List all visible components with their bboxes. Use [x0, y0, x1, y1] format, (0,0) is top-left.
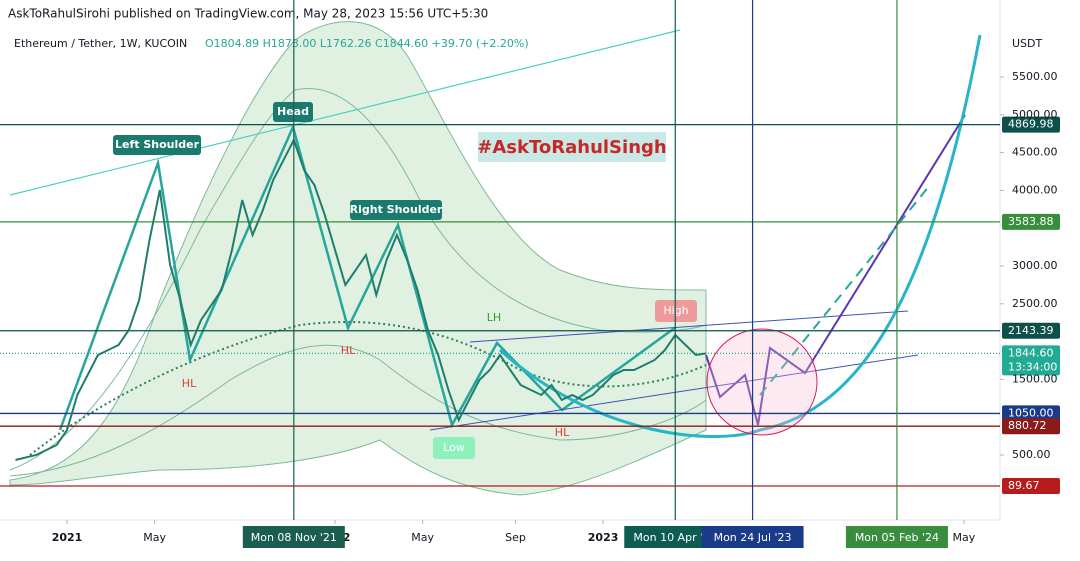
publisher: AskToRahulSirohi published on TradingVie…: [8, 7, 488, 21]
x-tick-label: 2021: [52, 531, 83, 544]
time-tag: [845, 526, 948, 548]
y-tick-label: 5000.00: [1012, 108, 1058, 121]
label-box: [478, 132, 666, 162]
x-tick-label: May: [411, 531, 434, 544]
y-tick-label: 1500.00: [1012, 372, 1058, 385]
annotation: Right Shoulder: [350, 203, 443, 216]
y-tick-label: 5500.00: [1012, 70, 1058, 83]
symbol: Ethereum / Tether, 1W, KUCOIN: [14, 37, 187, 50]
price-tag: [1002, 345, 1060, 376]
pattern-line: [58, 123, 677, 431]
y-tick-label: 3000.00: [1012, 259, 1058, 272]
price-tag-label: 1050.00: [1008, 406, 1054, 419]
price-tag-label: 1844.60: [1008, 346, 1054, 359]
x-tick-label: May: [143, 531, 166, 544]
price-tag: [1002, 418, 1060, 435]
projection-line: [705, 114, 966, 426]
label-box: [433, 437, 475, 459]
time-tag-label: Mon 08 Nov '21: [251, 531, 337, 544]
time-tag: [624, 526, 727, 548]
target-circle: [706, 328, 818, 436]
annotation: HL: [341, 344, 356, 357]
time-tag: [242, 526, 345, 548]
annotation: #AskToRahulSingh: [477, 137, 666, 158]
y-tick-label: 4500.00: [1012, 146, 1058, 159]
time-tag-label: Mon 10 Apr '23: [633, 531, 717, 544]
x-tick-label: 2023: [588, 531, 619, 544]
time-tag-label: Mon 24 Jul '23: [714, 531, 792, 544]
price-tag-label: 89.67: [1008, 479, 1040, 492]
annotation: LH: [487, 311, 501, 324]
label-box: [113, 135, 201, 155]
x-tick-label: Sep: [505, 531, 526, 544]
moving-average: [29, 321, 707, 456]
x-tick-label: May: [953, 531, 976, 544]
y-axis-unit: USDT: [1012, 37, 1043, 50]
price-tag: [1002, 405, 1060, 422]
annotation: HL: [182, 377, 197, 390]
price-tag-label: 3583.88: [1008, 215, 1054, 228]
annotation: Left Shoulder: [115, 138, 200, 151]
label-box: [655, 300, 697, 322]
label-box: [350, 200, 442, 220]
price-tag: [1002, 322, 1060, 339]
trend-line: [9, 29, 681, 196]
channel-line: [469, 310, 909, 343]
y-tick-label: 500.00: [1012, 448, 1051, 461]
annotation: High: [663, 304, 688, 317]
time-tag: [701, 526, 804, 548]
series: [15, 137, 707, 461]
price-tag-sublabel: 13:34:00: [1008, 360, 1057, 373]
y-tick-label: 4000.00: [1012, 183, 1058, 196]
time-tag-label: Mon 05 Feb '24: [855, 531, 939, 544]
price-tag: [1002, 478, 1060, 495]
price-tag: [1002, 116, 1060, 133]
annotation: HL: [555, 426, 570, 439]
label-box: [273, 102, 313, 122]
price-tag: [1002, 213, 1060, 230]
annotation: Low: [443, 441, 465, 454]
price-line: [15, 137, 707, 461]
cup-curve: [498, 34, 982, 438]
band-line: [9, 344, 707, 477]
y-tick-label: 2500.00: [1012, 297, 1058, 310]
projection-dashed: [759, 184, 931, 396]
ohlc: O1804.89 H1873.00 L1762.26 C1844.60 +39.…: [205, 37, 529, 50]
channel-line: [429, 354, 919, 431]
annotation: Head: [277, 105, 309, 118]
price-tag-label: 880.72: [1008, 419, 1047, 432]
price-tag-label: 4869.98: [1008, 118, 1054, 131]
band-line: [9, 88, 707, 471]
price-tag-label: 2143.39: [1008, 324, 1054, 337]
